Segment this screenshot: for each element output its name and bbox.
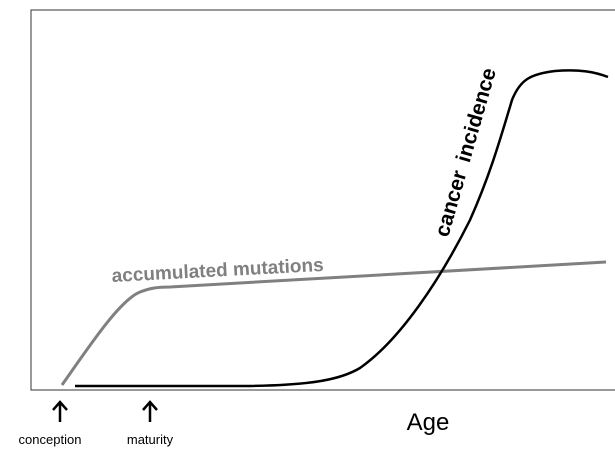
marker-label: maturity [127, 432, 174, 447]
arrow [52, 400, 68, 422]
marker-label: conception [19, 432, 82, 447]
x-axis-label: Age [407, 409, 450, 436]
frame [30, 9, 615, 391]
mutations-curve [60, 260, 607, 386]
incidence-label: cancer incidence [431, 65, 501, 239]
arrow [142, 400, 158, 422]
arrows [52, 400, 158, 422]
incidence-curve [75, 69, 609, 388]
mutations-label: accumulated mutations [111, 255, 324, 287]
